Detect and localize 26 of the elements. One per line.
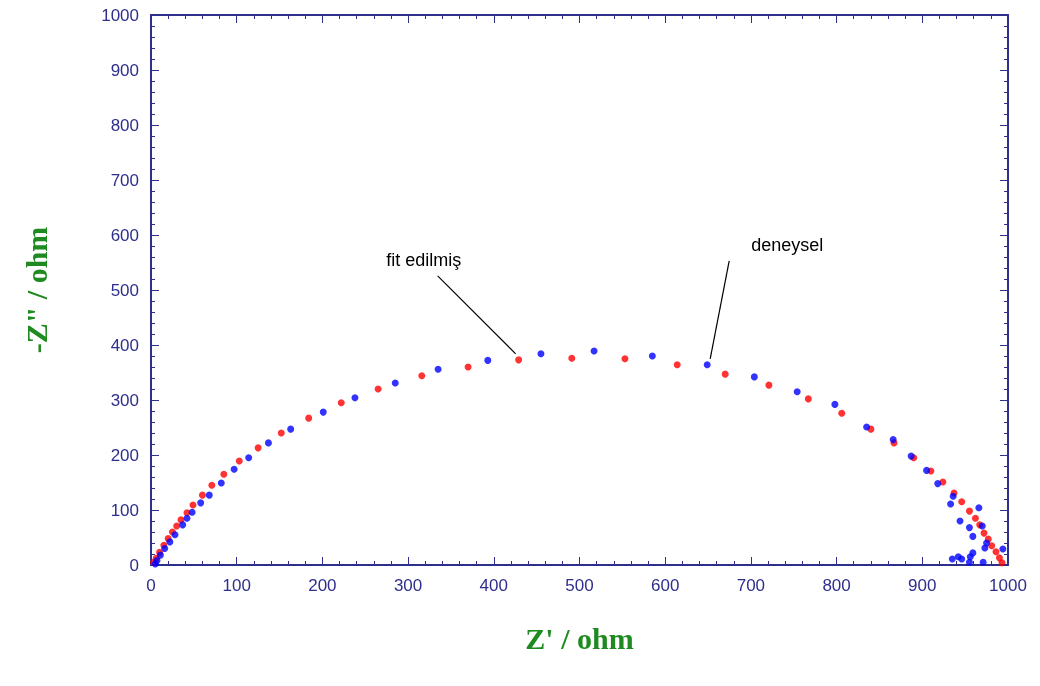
x-tick-label: 400 [479,576,508,595]
x-tick-label: 1000 [989,576,1027,595]
y-tick-label: 200 [110,445,139,465]
x-tick-label: 300 [393,576,423,595]
y-tick-label: 800 [110,115,139,135]
y-tick-label: 300 [110,390,139,410]
y-tick-label: 0 [129,555,139,575]
y-tick-label: 600 [110,225,139,245]
y-tick-label: 700 [110,170,139,190]
x-tick-label: 800 [822,576,851,595]
x-tick-label: 700 [736,576,766,595]
x-tick-label: 100 [222,576,251,595]
annotation: fit edilmiş [386,249,462,270]
x-tick-label: 500 [565,576,594,595]
x-tick-label: 0 [146,576,156,595]
y-tick-label: 900 [110,60,139,80]
y-tick-label: 500 [110,280,139,300]
x-tick-label: 200 [308,576,337,595]
annotation: deneysel [751,234,824,255]
y-axis-title: -Z" / ohm [19,226,53,354]
x-tick-label: 900 [908,576,937,595]
y-tick-label: 400 [110,335,139,355]
x-tick-label: 600 [651,576,680,595]
y-tick-label: 1000 [101,5,139,25]
y-tick-label: 100 [110,500,139,520]
x-axis-title: Z' / ohm [525,621,634,655]
